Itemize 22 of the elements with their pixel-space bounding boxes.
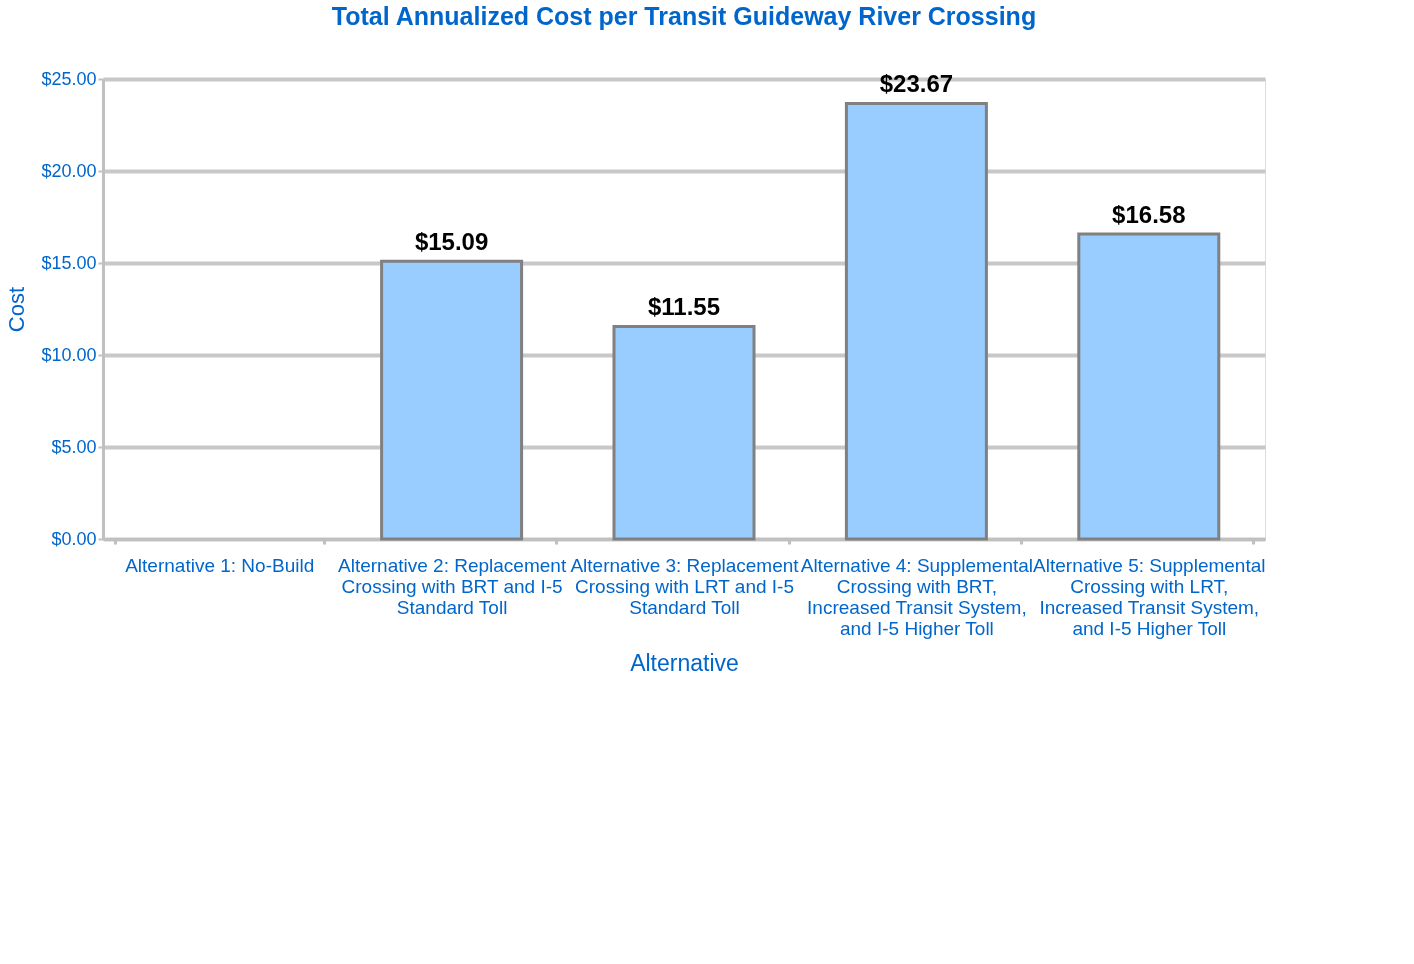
y-tick-label: $25.00 — [41, 68, 97, 89]
x-axis-title: Alternative — [630, 649, 739, 676]
y-tick-label: $20.00 — [41, 160, 97, 181]
y-tick-label: $5.00 — [51, 436, 97, 457]
x-tick-label: Alternative 3: Replacement Crossing with LRT and I-5 Standard Toll — [570, 554, 800, 618]
x-tick-label: Alternative 5: Supplemental Crossing with LRT, Increased Transit System, and I-5 Higher Toll — [1033, 554, 1266, 639]
bar — [380, 259, 524, 541]
data-label: $16.58 — [1112, 200, 1186, 228]
y-tick-label: $10.00 — [41, 344, 97, 365]
bar — [1077, 232, 1221, 541]
y-axis-title: Cost — [4, 286, 30, 333]
bar — [844, 101, 988, 541]
data-label: $23.67 — [879, 70, 954, 98]
x-tick-label: Alternative 2: Replacement Crossing with BRT and I-5 Standard Toll — [338, 554, 567, 618]
y-tick-label: $0.00 — [51, 528, 97, 549]
y-tick-label: $15.00 — [41, 252, 97, 273]
data-label: $11.55 — [647, 293, 721, 321]
data-label: $15.09 — [414, 228, 489, 256]
x-tick-label: Alternative 1: No-Build — [125, 554, 315, 576]
x-tick-label: Alternative 4: Supplemental Crossing with BRT, Increased Transit System, and I-5 Higher Toll — [800, 554, 1034, 639]
bar — [612, 324, 756, 541]
chart-title: Total Annualized Cost per Transit Guideway River Crossing — [331, 2, 1037, 30]
